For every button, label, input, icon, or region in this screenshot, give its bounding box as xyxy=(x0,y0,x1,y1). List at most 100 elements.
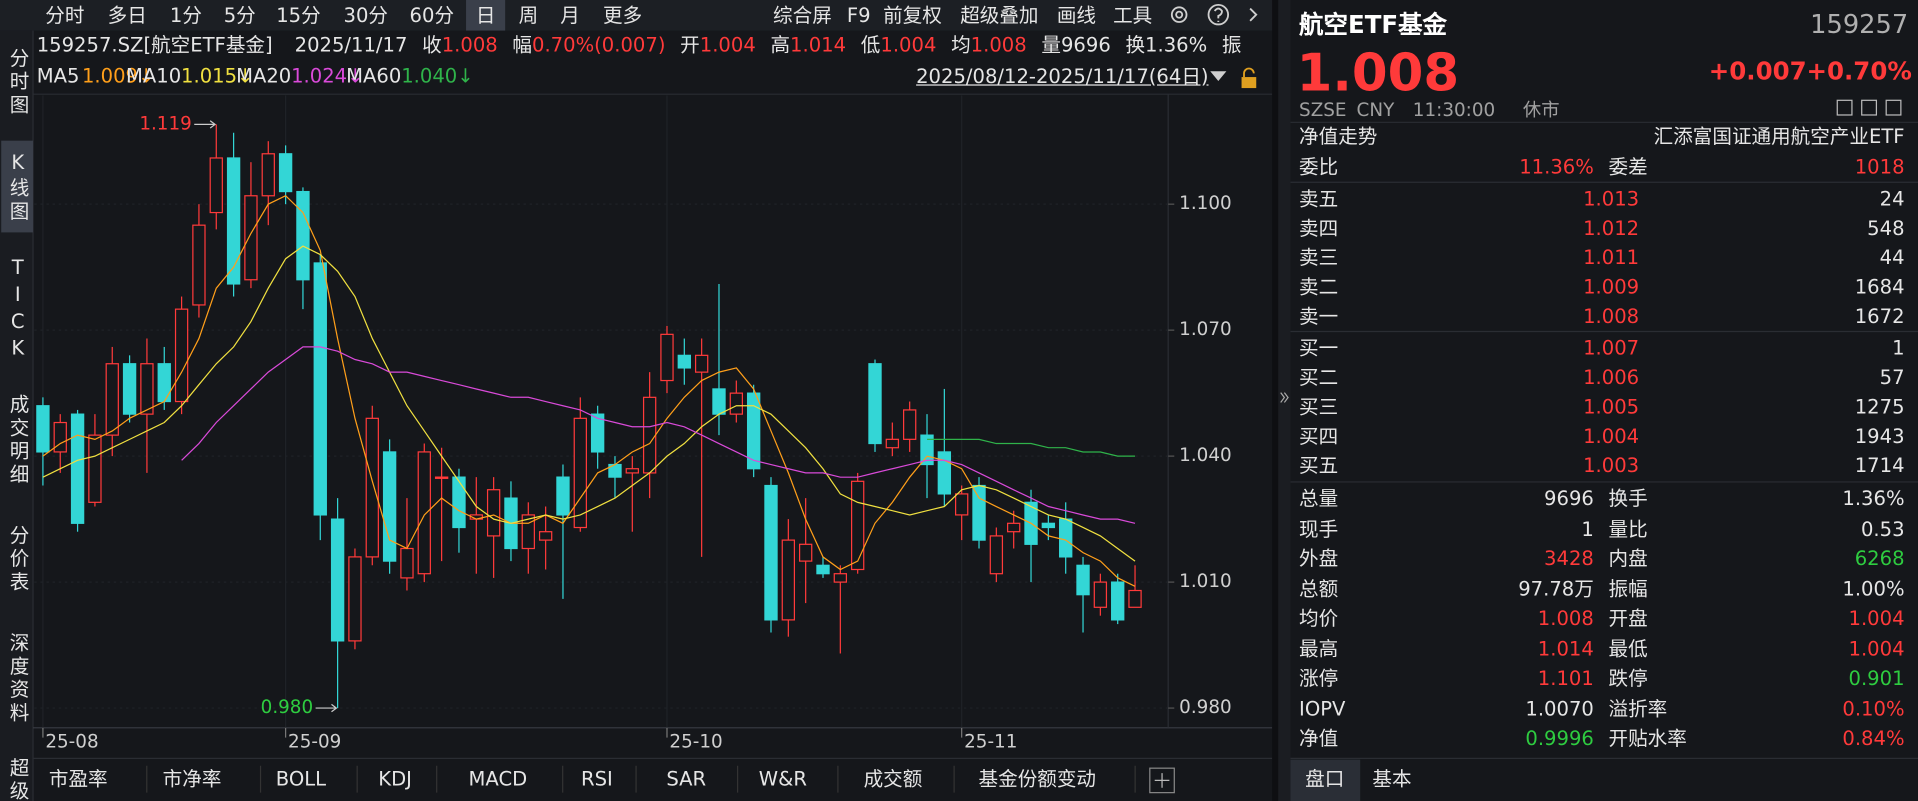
period-tab[interactable]: 月 xyxy=(560,3,580,27)
copy-icon[interactable] xyxy=(1885,99,1902,116)
candle-body xyxy=(434,476,449,479)
candle-body xyxy=(1111,581,1125,621)
side-nav-item[interactable]: 深度资料 xyxy=(6,632,30,726)
y-tick-label: 1.010 xyxy=(1179,571,1231,592)
book-label: 卖一 xyxy=(1299,304,1339,328)
period-tab[interactable]: 60分 xyxy=(409,3,455,27)
book-label: 卖二 xyxy=(1299,275,1339,299)
indicator-tab[interactable]: BOLL xyxy=(275,766,327,791)
x-tick-label: 25-10 xyxy=(669,731,722,752)
info-value: 1.008 xyxy=(441,33,498,57)
help-icon[interactable] xyxy=(1207,3,1230,26)
stat-value: 0.10% xyxy=(1842,696,1905,720)
candle-body xyxy=(192,224,206,306)
period-tab[interactable]: 日 xyxy=(475,3,496,27)
stat-value: 97.78万 xyxy=(1518,576,1594,600)
indicator-tab[interactable]: KDJ xyxy=(378,766,412,791)
period-tab[interactable]: 多日 xyxy=(107,3,147,27)
collapse-strip[interactable] xyxy=(1278,0,1291,801)
book-price: 1.004 xyxy=(1583,424,1640,448)
lock-icon[interactable] xyxy=(1241,77,1257,89)
indicator-tab[interactable]: 市盈率 xyxy=(48,766,108,791)
candle-body xyxy=(816,564,830,575)
price-change: +0.007 xyxy=(1708,56,1807,86)
stat-value: 0.9996 xyxy=(1525,726,1594,750)
period-tab[interactable]: 30分 xyxy=(343,3,388,27)
book-label: 买四 xyxy=(1299,424,1339,448)
y-tick-label: 1.100 xyxy=(1179,193,1231,214)
candle-body xyxy=(642,396,657,474)
legend-value: 1.040↓ xyxy=(401,65,473,88)
side-nav-item[interactable]: 分价表 xyxy=(6,524,30,595)
splitter[interactable] xyxy=(1272,0,1279,801)
info-label: 幅 xyxy=(512,33,533,57)
more-icon[interactable] xyxy=(1249,7,1258,22)
tool-button[interactable]: 综合屏 xyxy=(773,3,832,27)
info-value: 1.36% xyxy=(1145,33,1208,57)
book-price: 1.009 xyxy=(1583,275,1640,299)
side-nav-item[interactable]: TICK xyxy=(6,255,30,363)
panel-tab[interactable]: 基本 xyxy=(1372,766,1412,791)
x-tick-label: 25-11 xyxy=(964,731,1017,752)
candle-body xyxy=(625,468,639,474)
indicator-tab[interactable]: W&R xyxy=(758,766,807,791)
nav-trend-link[interactable]: 净值走势 xyxy=(1299,124,1378,149)
stat-value: 9696 xyxy=(1544,486,1594,511)
period-tab[interactable]: 5分 xyxy=(223,3,256,27)
stat-label: 跌停 xyxy=(1608,666,1648,690)
candle-body xyxy=(885,438,900,449)
tool-button[interactable]: 工具 xyxy=(1113,3,1153,27)
add-indicator[interactable] xyxy=(1149,767,1175,794)
date-range[interactable]: 2025/08/12-2025/11/17(64日) xyxy=(916,64,1209,89)
indicator-tab[interactable]: 市净率 xyxy=(162,766,222,791)
ratio-label: 委比 xyxy=(1299,155,1339,179)
stat-label: 内盘 xyxy=(1608,546,1648,571)
info-item: 幅0.70%(0.007) xyxy=(512,33,665,57)
book-volume: 1 xyxy=(1892,336,1905,360)
tool-button[interactable]: 超级叠加 xyxy=(960,3,1039,27)
book-label: 买三 xyxy=(1299,395,1339,419)
candle-body xyxy=(382,451,397,562)
tool-button[interactable]: 前复权 xyxy=(883,3,942,27)
candle-body xyxy=(105,363,119,436)
legend-name: MA60 xyxy=(346,65,401,88)
toolbar-bg xyxy=(0,0,1279,31)
range-dropdown[interactable] xyxy=(1210,71,1227,81)
edit-icon[interactable] xyxy=(1836,99,1853,116)
period-tab[interactable]: 15分 xyxy=(276,3,321,27)
tool-button[interactable]: F9 xyxy=(846,3,871,27)
indicator-tab[interactable]: SAR xyxy=(666,766,707,791)
candle-body xyxy=(556,476,570,516)
legend-value: 1.009↓ xyxy=(82,65,154,88)
book-label: 卖四 xyxy=(1299,216,1339,240)
stat-value: 0.53 xyxy=(1860,516,1905,541)
panel-tab[interactable]: 盘口 xyxy=(1305,766,1345,791)
indicator-tab[interactable]: RSI xyxy=(581,766,613,791)
candle-body xyxy=(1041,522,1056,529)
period-tab[interactable]: 分时 xyxy=(45,3,85,27)
candle-body xyxy=(313,262,327,516)
period-tab[interactable]: 1分 xyxy=(169,3,202,27)
settings-icon[interactable] xyxy=(1170,6,1188,23)
side-nav-item[interactable]: 成交明细 xyxy=(6,393,30,487)
period-tab[interactable]: 更多 xyxy=(603,3,643,27)
stat-value: 1.004 xyxy=(1848,606,1905,630)
indicator-tab[interactable]: MACD xyxy=(468,766,528,791)
tool-button[interactable]: 画线 xyxy=(1056,3,1097,27)
alert-icon[interactable] xyxy=(1861,99,1878,116)
side-nav-item[interactable]: 超级 xyxy=(6,756,30,801)
side-nav-item[interactable]: K线图 xyxy=(1,140,34,233)
stat-label: 均价 xyxy=(1299,606,1339,630)
book-price: 1.008 xyxy=(1583,304,1640,328)
candle-body xyxy=(296,190,310,281)
indicator-tab[interactable]: 成交额 xyxy=(863,766,923,791)
period-tab[interactable]: 周 xyxy=(518,3,539,27)
book-volume: 1684 xyxy=(1854,275,1905,299)
book-price: 1.006 xyxy=(1583,365,1640,389)
indicator-tab[interactable]: 基金份额变动 xyxy=(978,766,1097,791)
side-nav-item[interactable]: 分时图 xyxy=(6,47,30,118)
extreme-label: 1.119 xyxy=(139,113,191,134)
candle-body xyxy=(226,157,241,285)
ratio-label: 委差 xyxy=(1608,155,1648,179)
book-price: 1.003 xyxy=(1583,453,1640,478)
